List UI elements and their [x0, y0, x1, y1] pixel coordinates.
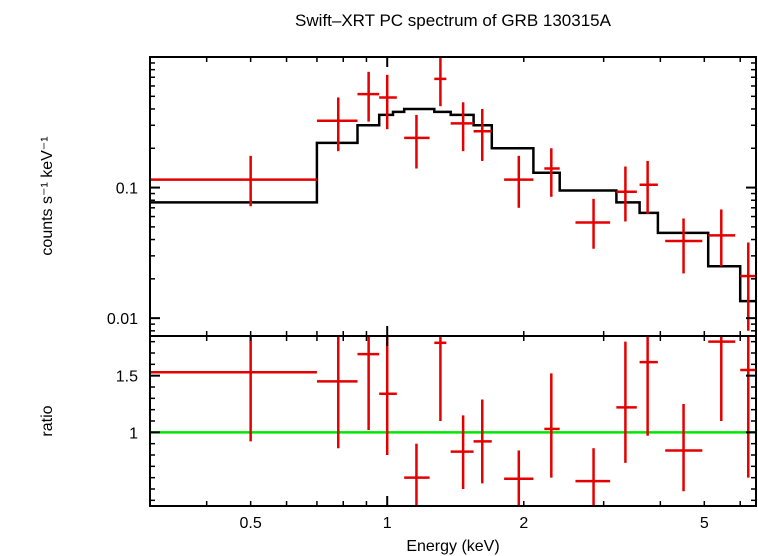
x-tick-label: 2 — [519, 515, 528, 532]
ratio-point — [316, 336, 358, 449]
spectrum-point — [404, 114, 430, 169]
spectrum-point — [740, 242, 756, 331]
ratio-point — [740, 336, 756, 478]
spectrum-y-axis-label: counts s⁻¹ keV⁻¹ — [39, 136, 56, 255]
ratio-point — [544, 373, 560, 478]
spectrum-data — [150, 57, 756, 331]
ratio-point — [404, 443, 430, 506]
spectrum-axes: 0.1 0.01 — [107, 56, 757, 337]
spectrum-point — [639, 160, 658, 214]
ratio-point — [665, 404, 703, 492]
ratio-point — [575, 448, 611, 506]
spectrum-point — [616, 166, 637, 222]
ratio-point — [450, 415, 474, 489]
spectrum-point — [316, 97, 358, 152]
x-tick-label: 0.5 — [240, 515, 262, 532]
spectrum-point — [379, 74, 397, 130]
spectrum-point — [708, 209, 736, 267]
spectrum-point — [150, 155, 317, 207]
ratio-point — [616, 341, 637, 463]
ratio-axes: 11.5 — [116, 335, 757, 507]
ratio-y-axis-label: ratio — [39, 405, 56, 436]
ratio-point — [473, 399, 492, 484]
chart-title: Swift–XRT PC spectrum of GRB 130315A — [295, 11, 612, 30]
ratio-point — [357, 336, 380, 431]
ratio-y-tick-label: 1.5 — [116, 369, 138, 386]
ratio-data — [150, 336, 756, 506]
ratio-point — [504, 450, 534, 506]
spectrum-point — [544, 148, 560, 197]
spectrum-point — [357, 71, 380, 122]
x-axis-label: Energy (keV) — [406, 538, 499, 555]
model-curve — [150, 107, 756, 303]
x-tick-label: 1 — [383, 515, 392, 532]
spectrum-point — [473, 108, 492, 161]
spectrum-y-tick-label: 0.01 — [107, 311, 138, 328]
spectrum-point — [504, 155, 534, 208]
ratio-panel: 11.5 ratio — [39, 335, 757, 507]
ratio-point — [434, 336, 447, 421]
spectrum-point — [665, 218, 703, 274]
ratio-point — [150, 336, 317, 442]
x-tick-labels: 0.5 1 2 5 — [240, 515, 709, 532]
spectrum-point — [450, 102, 474, 152]
ratio-point — [708, 336, 736, 421]
spectrum-point — [575, 198, 611, 249]
spectrum-panel: 0.1 0.01 counts s⁻¹ keV⁻¹ — [39, 56, 757, 337]
ratio-point — [639, 336, 658, 436]
spectrum-y-tick-label: 0.1 — [116, 181, 138, 198]
spectrum-frame — [149, 56, 757, 337]
ratio-y-tick-label: 1 — [129, 425, 138, 442]
ratio-frame — [149, 335, 757, 507]
x-tick-label: 5 — [700, 515, 709, 532]
spectrum-point — [434, 57, 447, 107]
model-step-line — [150, 107, 756, 303]
